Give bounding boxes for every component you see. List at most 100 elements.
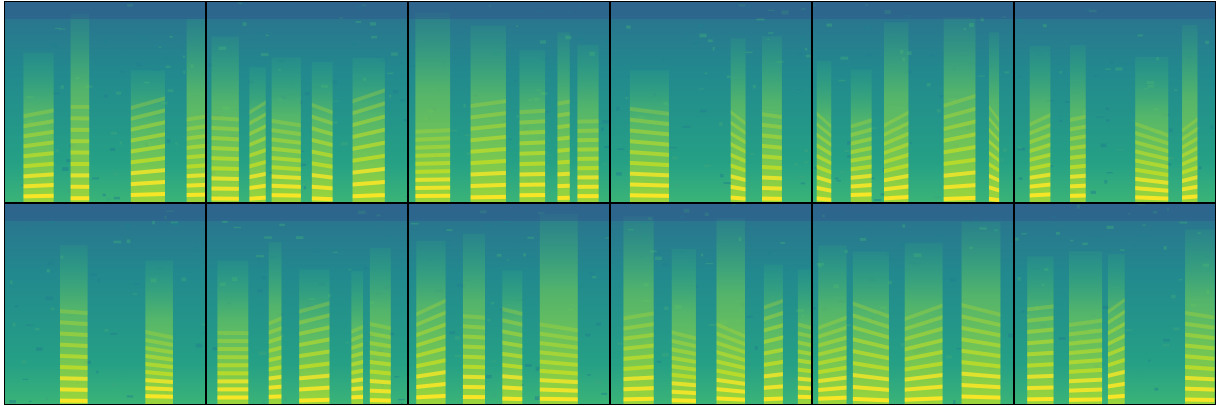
noise xyxy=(120,141,123,145)
harmonic xyxy=(71,162,90,166)
harmonic xyxy=(1185,397,1214,401)
noise xyxy=(617,148,624,150)
noise xyxy=(840,57,848,60)
voiced-band xyxy=(672,249,696,405)
noise xyxy=(182,277,186,281)
noise xyxy=(1021,233,1026,234)
noise xyxy=(486,375,492,378)
noise xyxy=(1015,238,1019,241)
noise xyxy=(585,334,590,337)
noise xyxy=(1174,327,1180,330)
harmonic xyxy=(764,397,783,402)
noise xyxy=(1133,244,1135,247)
noise xyxy=(801,37,806,40)
spectrogram-tile xyxy=(206,1,413,204)
noise xyxy=(455,336,461,340)
harmonic xyxy=(577,175,598,179)
noise xyxy=(257,257,260,260)
noise xyxy=(616,172,622,175)
noise xyxy=(51,308,55,311)
noise xyxy=(111,132,117,135)
harmonic xyxy=(577,138,598,142)
harmonic xyxy=(1070,184,1086,189)
noise xyxy=(937,109,941,112)
noise xyxy=(96,371,98,373)
noise xyxy=(1043,24,1047,27)
noise xyxy=(51,43,58,47)
harmonic xyxy=(540,397,578,402)
harmonic xyxy=(577,194,598,198)
noise xyxy=(53,93,60,95)
noise xyxy=(1148,360,1150,362)
noise xyxy=(400,62,403,64)
noise xyxy=(397,400,402,404)
noise xyxy=(47,269,50,272)
top-shade xyxy=(610,203,812,221)
noise xyxy=(411,223,419,225)
noise xyxy=(840,171,847,173)
noise xyxy=(334,101,339,102)
noise xyxy=(978,76,985,77)
noise xyxy=(22,379,28,380)
noise xyxy=(750,226,752,230)
noise xyxy=(110,333,117,335)
noise xyxy=(1162,344,1169,346)
top-shade xyxy=(4,1,206,19)
spectrogram-tile xyxy=(610,1,812,203)
noise xyxy=(546,155,553,156)
noise xyxy=(592,276,596,279)
noise xyxy=(769,251,772,255)
noise xyxy=(602,120,609,123)
noise xyxy=(724,182,731,184)
noise xyxy=(750,153,754,155)
harmonic xyxy=(217,347,248,351)
voiced-band xyxy=(502,270,522,405)
noise xyxy=(780,242,785,244)
harmonic xyxy=(71,196,90,200)
harmonic xyxy=(370,398,391,402)
harmonic xyxy=(577,166,598,170)
harmonic xyxy=(269,394,282,399)
noise xyxy=(1106,107,1110,110)
noise xyxy=(603,163,607,165)
noise xyxy=(540,40,546,44)
noise xyxy=(387,73,393,75)
noise xyxy=(1205,41,1209,44)
noise xyxy=(1164,246,1167,250)
noise xyxy=(657,361,662,363)
noise xyxy=(376,57,378,58)
noise xyxy=(696,285,698,288)
noise xyxy=(1105,68,1111,69)
top-shade xyxy=(610,1,812,19)
voiced-band xyxy=(519,50,545,203)
top-shade xyxy=(408,203,610,221)
noise xyxy=(847,155,851,158)
noise xyxy=(746,52,753,53)
noise xyxy=(837,180,841,181)
noise xyxy=(867,230,870,232)
harmonic xyxy=(211,186,238,190)
noise xyxy=(930,54,935,56)
noise xyxy=(714,49,721,50)
noise xyxy=(491,302,494,304)
noise xyxy=(455,355,461,358)
spectrogram-tile xyxy=(4,1,216,205)
noise xyxy=(523,253,526,256)
noise xyxy=(813,307,816,310)
noise xyxy=(364,266,369,270)
noise xyxy=(167,89,173,92)
noise xyxy=(304,186,306,189)
noise xyxy=(536,367,540,371)
noise xyxy=(370,22,376,25)
noise xyxy=(26,228,29,230)
harmonic xyxy=(71,139,90,143)
noise xyxy=(937,234,940,236)
noise xyxy=(1070,240,1073,242)
noise xyxy=(701,254,703,257)
noise xyxy=(719,122,723,126)
harmonic xyxy=(502,397,522,402)
noise xyxy=(400,99,404,101)
noise xyxy=(485,225,493,227)
harmonic xyxy=(272,193,301,198)
noise xyxy=(927,83,931,87)
